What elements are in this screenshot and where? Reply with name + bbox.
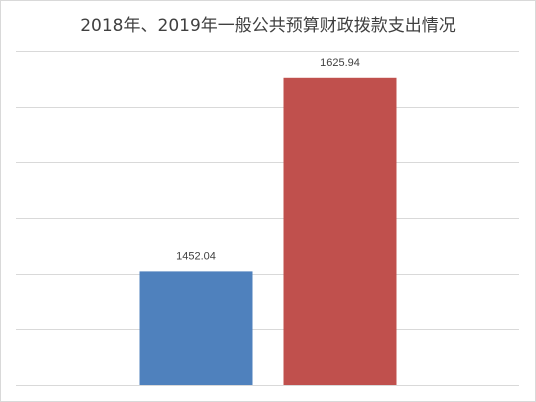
bar-1 — [283, 77, 397, 385]
bars — [139, 77, 397, 385]
gridlines — [16, 51, 519, 386]
data-label-0: 1452.04 — [176, 250, 216, 262]
data-label-1: 1625.94 — [320, 57, 360, 69]
chart-title: 2018年、2019年一般公共预算财政拨款支出情况 — [80, 16, 456, 36]
bar-0 — [139, 271, 253, 385]
data-labels: 1452.04 1625.94 — [176, 57, 360, 263]
